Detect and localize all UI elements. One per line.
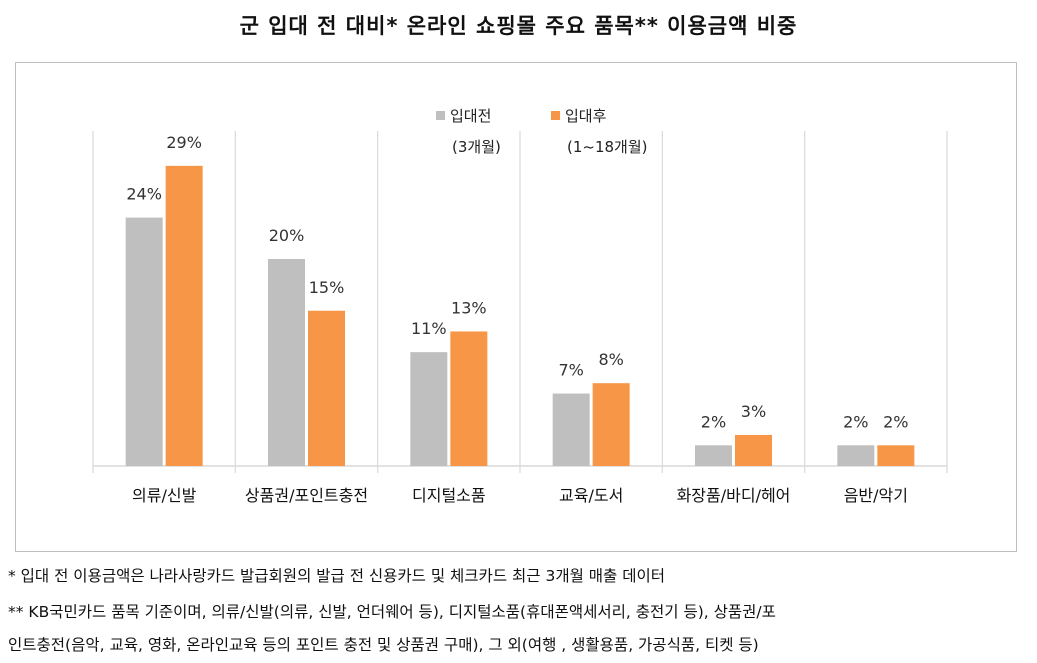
x-tick-label: 상품권/포인트충전	[245, 486, 368, 505]
data-label: 8%	[598, 350, 623, 369]
bar-before	[125, 217, 163, 466]
bar-before	[695, 445, 732, 466]
bar-before	[552, 393, 590, 466]
footnote-1: * 입대 전 이용금액은 나라사랑카드 발급회원의 발급 전 신용카드 및 체크…	[8, 567, 665, 585]
x-tick-label: 교육/도서	[559, 486, 623, 505]
data-label: 2%	[843, 412, 868, 431]
footnote-3: 인트충전(음악, 교육, 영화, 온라인교육 등의 포인트 충전 및 상품권 구…	[8, 636, 759, 654]
chart-title: 군 입대 전 대비* 온라인 쇼핑몰 주요 품목** 이용금액 비중	[239, 14, 798, 38]
chart-area: 24% 29% 의류/신발 20% 15% 상품권/포인트충전 11% 13% 디지털소품 7% 8…	[15, 62, 1017, 552]
data-label: 2%	[701, 412, 726, 431]
legend-label: 입대전	[450, 107, 491, 125]
x-tick-label: 의류/신발	[132, 486, 197, 505]
data-label: 7%	[558, 361, 583, 380]
footnote-2: ** KB국민카드 품목 기준이며, 의류/신발(의류, 신발, 언더웨어 등)…	[8, 603, 776, 621]
legend-swatch	[436, 111, 445, 120]
bar-before	[410, 352, 448, 466]
legend-swatch	[551, 111, 560, 120]
bar-after	[165, 165, 203, 466]
legend-label: 입대후	[565, 107, 607, 125]
bar-before	[837, 445, 875, 466]
data-label: 20%	[269, 226, 305, 245]
data-label: 24%	[126, 185, 162, 204]
x-tick-label: 음반/악기	[844, 486, 908, 505]
x-tick-label: 화장품/바디/헤어	[677, 486, 791, 505]
bar-before	[268, 259, 305, 466]
bar-after	[592, 383, 630, 466]
bar-after	[877, 445, 915, 466]
data-label: 15%	[309, 278, 345, 297]
legend-sublabel: (3개월)	[452, 138, 501, 156]
legend-sublabel: (1~18개월)	[567, 138, 648, 156]
data-label: 13%	[451, 298, 487, 317]
bar-chart: 24% 29% 의류/신발 20% 15% 상품권/포인트충전 11%13% 디지털소품 7% 8…	[92, 107, 948, 505]
data-label: 11%	[411, 319, 447, 338]
bar-after	[450, 331, 488, 466]
bar-after	[735, 434, 772, 466]
x-tick-label: 디지털소품	[412, 486, 486, 505]
data-label: 29%	[166, 133, 202, 152]
bar-after	[308, 310, 345, 466]
data-label: 2%	[883, 412, 908, 431]
data-label: 3%	[741, 402, 766, 421]
